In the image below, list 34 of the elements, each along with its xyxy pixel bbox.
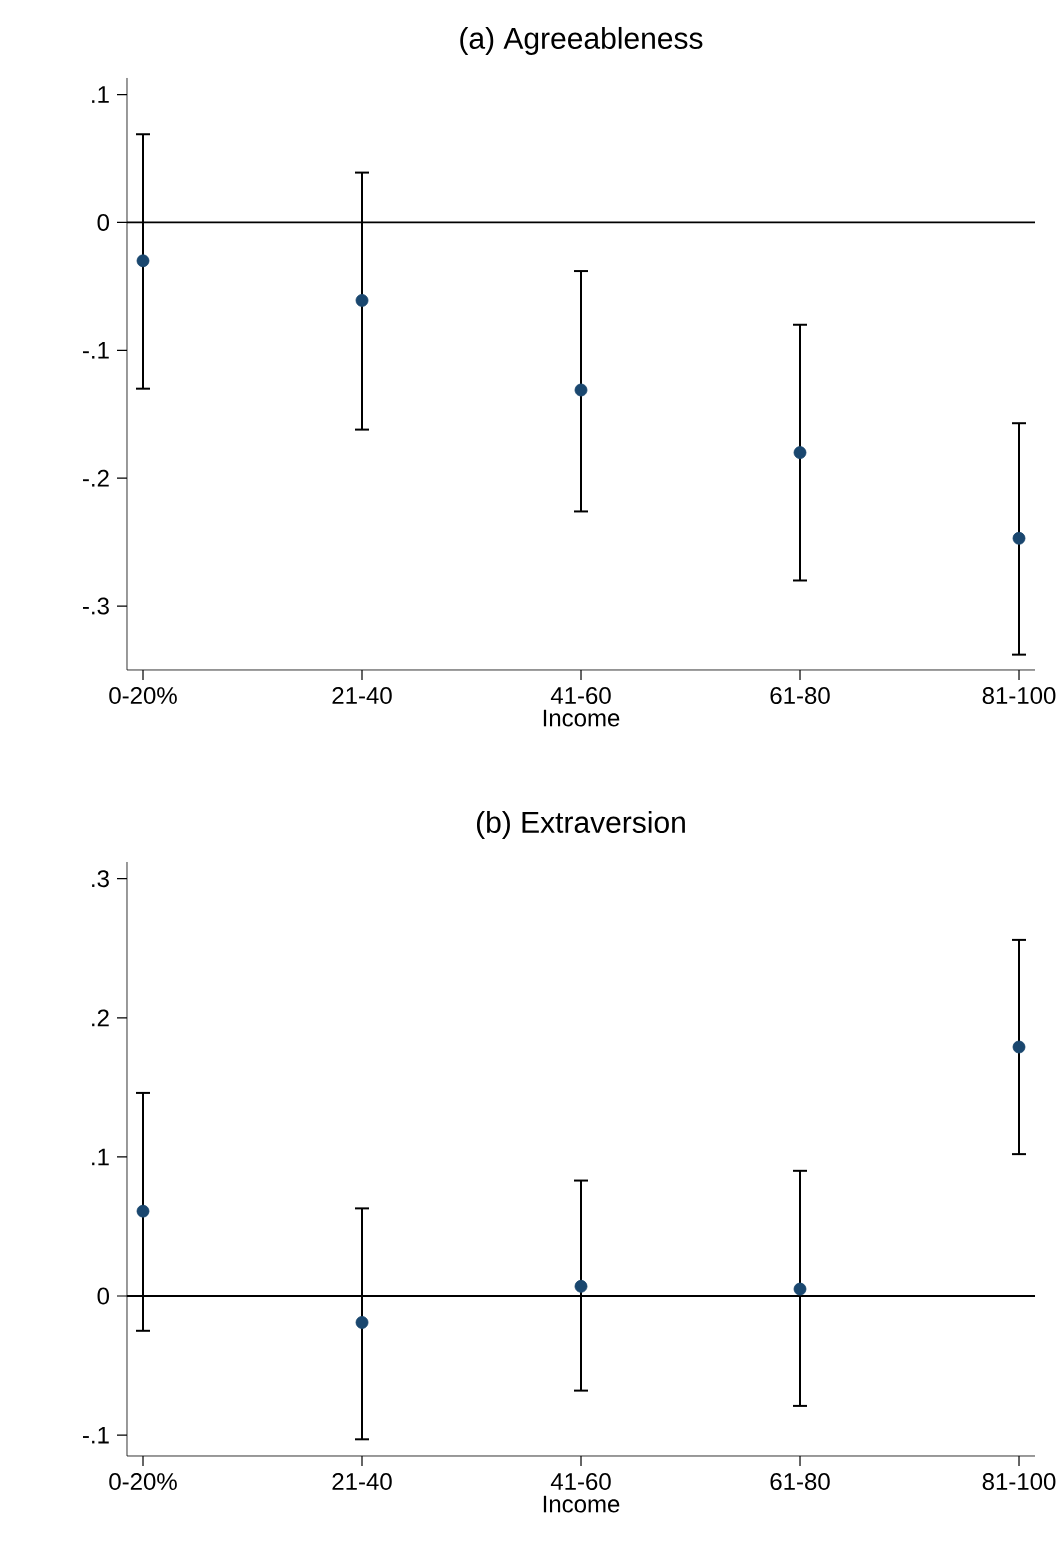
point — [355, 1316, 369, 1329]
x-tick-label: 41-60 — [550, 1473, 611, 1491]
x-axis-title: Income — [543, 709, 620, 727]
y-tick-label: -.3 — [82, 597, 109, 615]
point — [136, 254, 150, 268]
y-tick-label: .3 — [92, 870, 109, 888]
y-tick-label: -.2 — [82, 469, 109, 487]
y-tick-label: -.1 — [82, 342, 109, 359]
x-tick-label: 21-40 — [332, 1473, 392, 1491]
y-tick-label: .1 — [92, 1148, 109, 1166]
point — [793, 1282, 807, 1296]
y-tick-label: 0 — [97, 1287, 109, 1305]
point — [1012, 531, 1026, 545]
x-axis-title: Income — [543, 1495, 620, 1513]
x-tick-label: 41-60 — [550, 687, 611, 705]
y-tick-label: .1 — [92, 86, 109, 103]
x-tick-label: 0-20% — [109, 1473, 177, 1491]
x-tick-label: 0-20% — [109, 687, 177, 705]
point — [793, 446, 807, 460]
point — [1012, 1040, 1026, 1054]
chart-title: (b) Extraversion — [476, 810, 685, 839]
x-tick-label: 61-80 — [770, 1473, 830, 1491]
point — [136, 1204, 150, 1218]
x-tick-label: 81-100 — [982, 687, 1056, 705]
x-tick-label: 61-80 — [770, 687, 830, 705]
point — [574, 383, 588, 397]
y-tick-label: 0 — [97, 213, 109, 231]
chart-title: (a) Agreeableness — [460, 26, 703, 55]
y-tick-label: -.1 — [82, 1426, 109, 1444]
y-tick-label: .2 — [92, 1009, 109, 1027]
point — [355, 294, 369, 307]
point — [574, 1279, 588, 1293]
x-tick-label: 21-40 — [332, 687, 392, 705]
x-tick-label: 81-100 — [982, 1473, 1056, 1491]
